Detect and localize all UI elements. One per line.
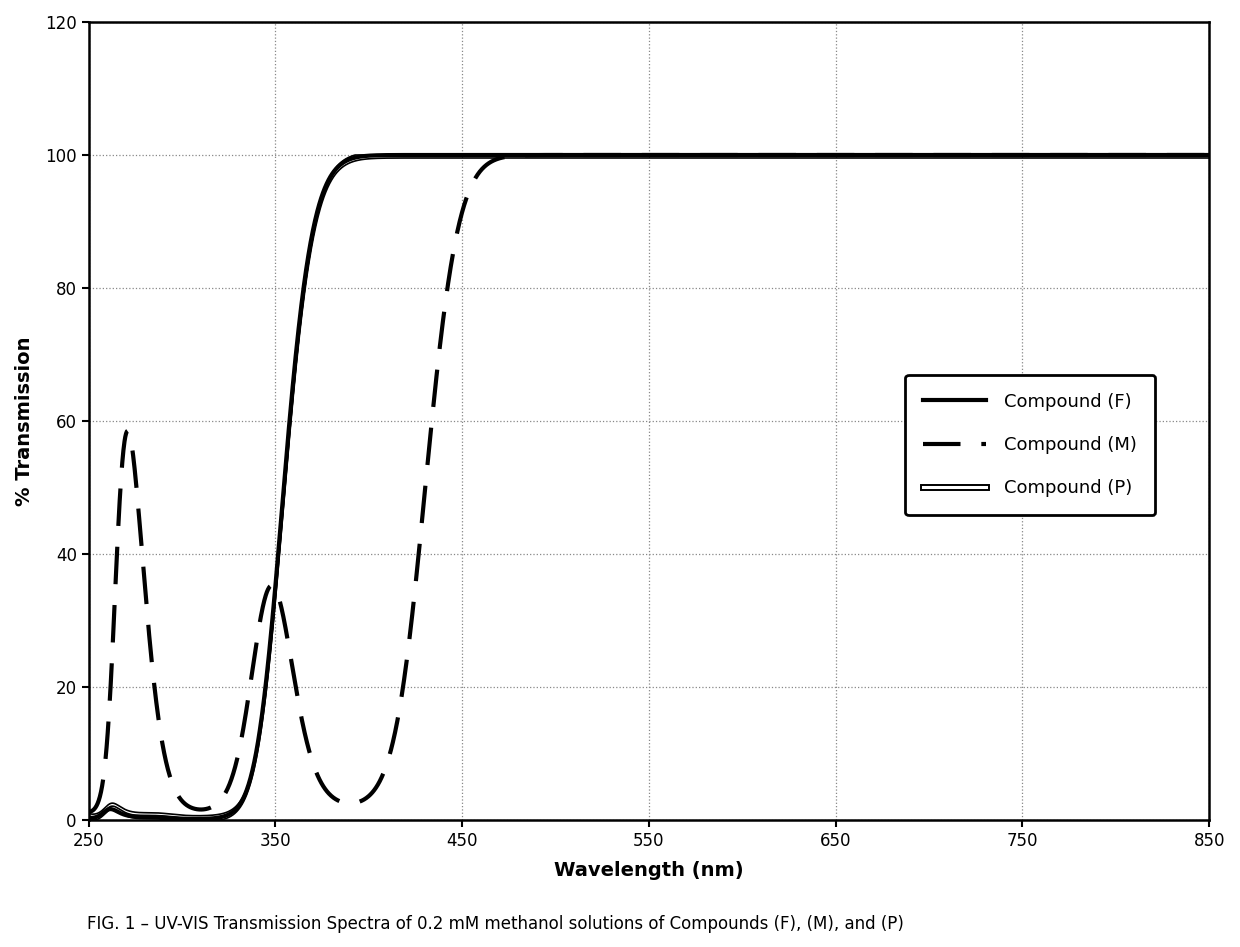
Text: FIG. 1 – UV-VIS Transmission Spectra of 0.2 mM methanol solutions of Compounds (: FIG. 1 – UV-VIS Transmission Spectra of … xyxy=(87,915,904,933)
Legend: Compound (F), Compound (M), Compound (P): Compound (F), Compound (M), Compound (P) xyxy=(905,375,1156,515)
X-axis label: Wavelength (nm): Wavelength (nm) xyxy=(554,861,744,880)
Y-axis label: % Transmission: % Transmission xyxy=(15,336,33,506)
